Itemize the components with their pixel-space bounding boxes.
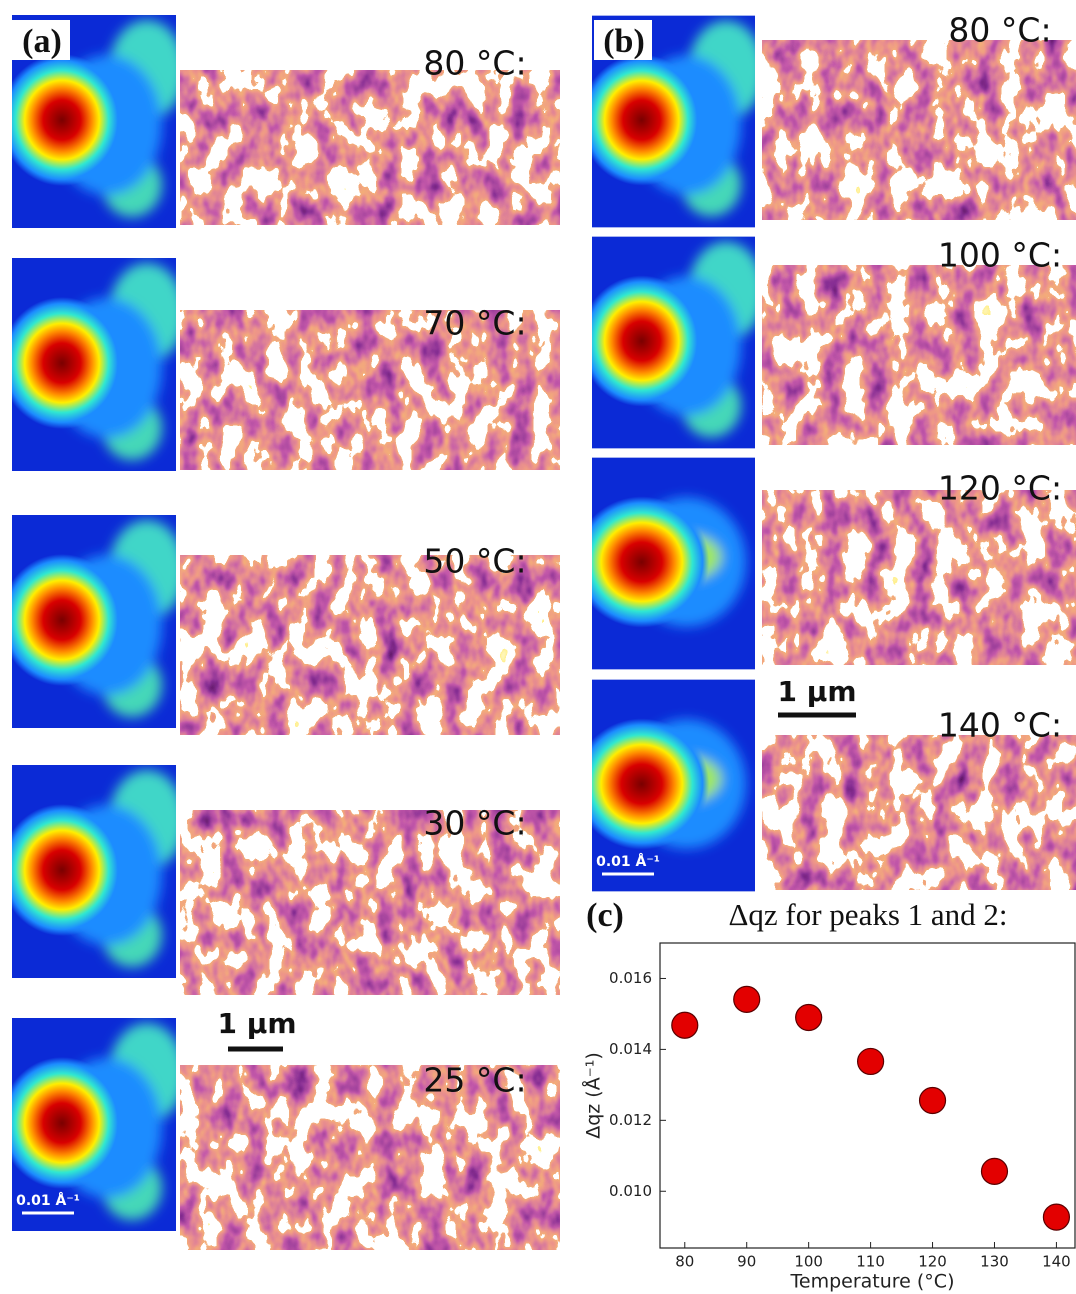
- panel-label: (b): [603, 23, 645, 60]
- strain-map: [180, 70, 560, 225]
- panel-label: (c): [586, 897, 624, 934]
- x-tick-label: 130: [980, 1253, 1009, 1271]
- data-point: [981, 1158, 1007, 1184]
- q-scale-label: 0.01 Å⁻¹: [16, 1192, 80, 1209]
- y-tick-label: 0.012: [609, 1111, 652, 1129]
- y-axis-label: Δqz (Å⁻¹): [582, 1052, 605, 1139]
- temperature-label: 100 °C:: [938, 236, 1062, 275]
- x-tick-label: 110: [856, 1253, 885, 1271]
- diffraction-image: [580, 237, 764, 449]
- y-tick-label: 0.016: [609, 969, 652, 987]
- data-point: [734, 986, 760, 1012]
- scale-bar-label: 1 µm: [217, 1007, 296, 1040]
- strain-map: [762, 490, 1076, 665]
- strain-map: [762, 265, 1076, 445]
- data-point: [920, 1087, 946, 1113]
- scale-bar-label: 1 µm: [777, 675, 856, 708]
- panel-label: (a): [22, 23, 62, 60]
- strain-map: [762, 735, 1076, 890]
- figure: 80 °C: 70 °C: 50 °C: 30 °C: 25 °C: 1 µm 0.01 Å…: [0, 0, 1076, 1294]
- strain-map: [180, 555, 560, 735]
- diffraction-image: [574, 458, 755, 670]
- x-tick-label: 140: [1042, 1253, 1071, 1271]
- x-tick-label: 80: [675, 1253, 694, 1271]
- diffraction-image: [0, 765, 185, 978]
- x-tick-label: 100: [794, 1253, 823, 1271]
- diffraction-image: [0, 515, 185, 728]
- data-point: [796, 1004, 822, 1030]
- temperature-label: 80 °C:: [423, 44, 526, 83]
- temperature-label: 80 °C:: [948, 11, 1051, 50]
- q-scale-label: 0.01 Å⁻¹: [596, 853, 660, 870]
- data-point: [1043, 1204, 1069, 1230]
- temperature-label: 50 °C:: [423, 542, 526, 581]
- temperature-label: 70 °C:: [423, 304, 526, 343]
- x-tick-label: 90: [737, 1253, 756, 1271]
- x-tick-label: 120: [918, 1253, 947, 1271]
- temperature-label: 25 °C:: [423, 1061, 526, 1100]
- x-axis-label: Temperature (°C): [790, 1271, 955, 1293]
- plot-frame: [660, 943, 1075, 1248]
- chart-title: Δqz for peaks 1 and 2:: [728, 897, 1007, 932]
- temperature-label: 120 °C:: [938, 469, 1062, 508]
- data-point: [672, 1012, 698, 1038]
- strain-map: [762, 40, 1076, 220]
- temperature-label: 30 °C:: [423, 804, 526, 843]
- y-tick-label: 0.010: [609, 1182, 652, 1200]
- y-tick-label: 0.014: [609, 1040, 652, 1058]
- data-point: [858, 1048, 884, 1074]
- temperature-label: 140 °C:: [938, 706, 1062, 745]
- diffraction-image: [0, 258, 185, 471]
